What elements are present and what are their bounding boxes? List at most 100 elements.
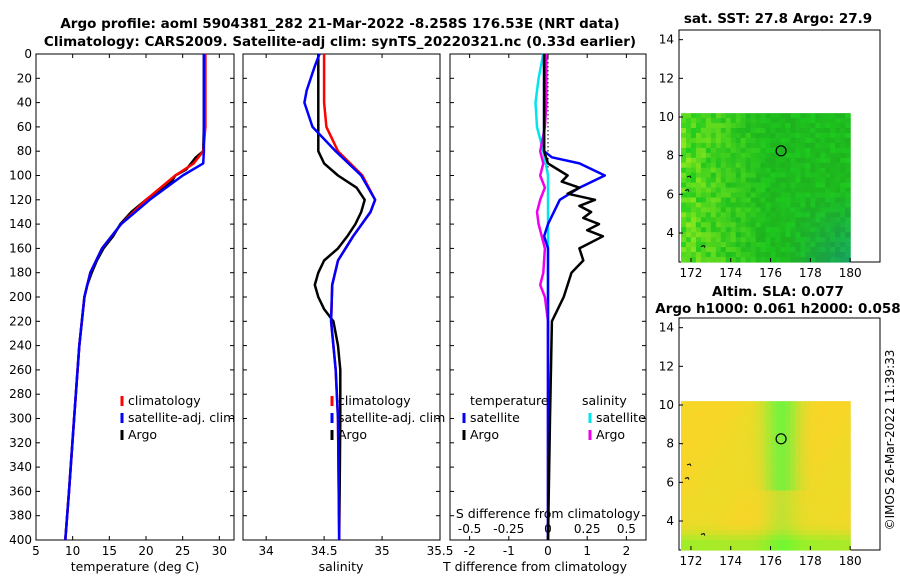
map-cell xyxy=(695,142,702,149)
map-cell xyxy=(685,485,692,492)
map-cell xyxy=(705,450,712,457)
map-cell xyxy=(845,217,851,223)
map-cell xyxy=(820,450,826,457)
map-cell xyxy=(780,450,787,457)
map-cell xyxy=(845,495,851,501)
map-cell xyxy=(775,132,782,139)
map-cell xyxy=(720,167,727,174)
map-cell xyxy=(690,440,697,447)
map-cell xyxy=(780,197,787,204)
map-cell xyxy=(810,525,816,531)
map-cell xyxy=(730,545,737,551)
map-cell xyxy=(760,470,767,477)
map-cell xyxy=(705,416,712,422)
map-cell xyxy=(720,172,727,179)
map-cell xyxy=(730,172,737,179)
map-cell xyxy=(720,510,727,516)
map-cell xyxy=(815,515,821,521)
sla-map-title-2: Argo h1000: 0.061 h2000: 0.058 xyxy=(655,301,900,317)
map-cell xyxy=(805,227,811,233)
map-cell xyxy=(830,525,836,531)
map-cell xyxy=(835,445,841,452)
map-cell xyxy=(755,113,762,119)
map-cell xyxy=(760,128,767,134)
map-cell xyxy=(820,406,826,412)
map-cell xyxy=(800,450,806,457)
map-cell xyxy=(835,540,841,546)
map-cell xyxy=(820,177,826,184)
map-cell xyxy=(710,445,717,452)
map-cell xyxy=(730,123,737,129)
map-cell xyxy=(760,540,767,546)
map-cell xyxy=(695,227,702,233)
map-cell xyxy=(770,480,777,487)
map-cell xyxy=(680,123,687,129)
map-cell xyxy=(755,520,762,526)
map-cell xyxy=(750,217,757,223)
map-cell xyxy=(680,495,687,501)
map-cell xyxy=(775,411,782,417)
map-cell xyxy=(775,123,782,129)
map-cell xyxy=(765,505,772,511)
map-cell xyxy=(795,232,801,238)
map-cell xyxy=(755,411,762,417)
map-cell xyxy=(765,545,772,551)
map-cell xyxy=(680,132,687,139)
map-cell xyxy=(720,227,727,233)
map-cell xyxy=(810,242,816,248)
map-cell xyxy=(740,545,747,551)
map-cell xyxy=(710,401,717,407)
map-cell xyxy=(750,510,757,516)
map-cell xyxy=(805,147,811,154)
map-cell xyxy=(795,425,801,432)
map-cell xyxy=(695,162,702,169)
map-cell xyxy=(830,142,836,149)
map-cell xyxy=(700,525,707,531)
map-cell xyxy=(755,197,762,204)
map-cell xyxy=(745,192,752,199)
difference-x2tick-label: -0.25 xyxy=(493,522,524,536)
map-cell xyxy=(845,515,851,521)
map-cell xyxy=(735,440,742,447)
map-cell xyxy=(730,252,737,258)
map-cell xyxy=(730,515,737,521)
map-cell xyxy=(760,465,767,472)
map-cell xyxy=(680,227,687,233)
map-cell xyxy=(710,147,717,154)
map-cell xyxy=(825,505,831,511)
map-cell xyxy=(695,470,702,477)
map-cell xyxy=(810,411,816,417)
map-cell xyxy=(700,460,707,467)
map-cell xyxy=(725,440,732,447)
map-cell xyxy=(710,435,717,442)
map-cell xyxy=(735,505,742,511)
map-cell xyxy=(750,465,757,472)
map-cell xyxy=(775,162,782,169)
map-cell xyxy=(775,257,782,263)
map-cell xyxy=(805,222,811,228)
map-cell xyxy=(715,167,722,174)
map-cell xyxy=(830,510,836,516)
map-cell xyxy=(760,222,767,228)
map-cell xyxy=(825,510,831,516)
p-temp-xtick-label: 30 xyxy=(212,544,227,558)
map-cell xyxy=(710,450,717,457)
map-cell xyxy=(810,416,816,422)
map-cell xyxy=(770,162,777,169)
map-cell xyxy=(710,495,717,501)
map-cell xyxy=(755,495,762,501)
map-cell xyxy=(845,510,851,516)
map-cell xyxy=(810,167,816,174)
map-cell xyxy=(700,420,707,427)
map-cell xyxy=(835,475,841,482)
map-cell xyxy=(745,535,752,541)
map-cell xyxy=(835,132,841,139)
map-cell xyxy=(785,237,792,243)
map-cell xyxy=(770,232,777,238)
map-cell xyxy=(755,118,762,124)
map-cell xyxy=(720,416,727,422)
map-cell xyxy=(735,510,742,516)
map-cell xyxy=(685,157,692,164)
map-cell xyxy=(695,207,702,213)
map-cell xyxy=(795,435,801,442)
